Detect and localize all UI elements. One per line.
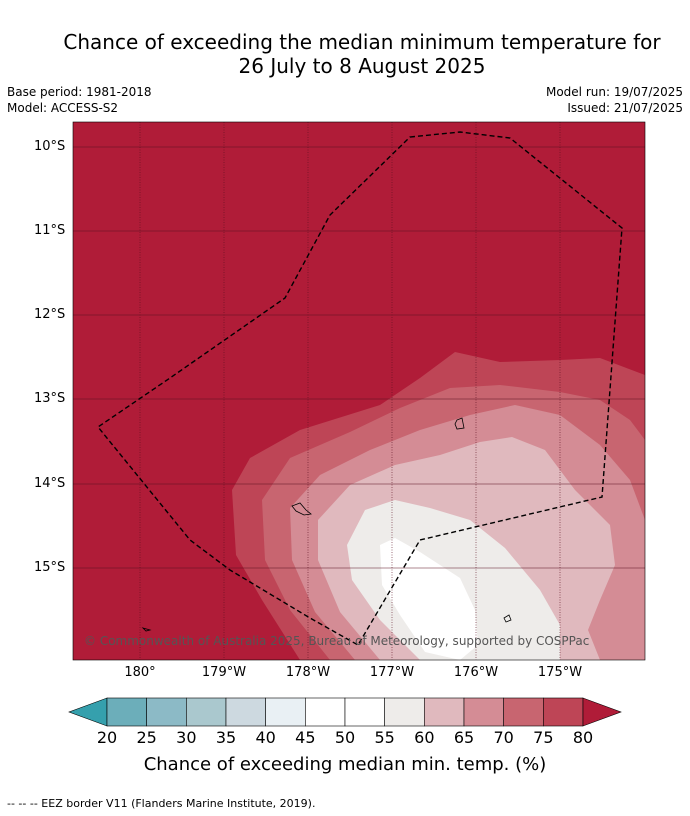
colorbar-bin-55-60 <box>384 697 425 727</box>
map-area <box>73 122 645 660</box>
lat-label-15: 15°S <box>34 560 66 575</box>
colorbar <box>68 697 622 727</box>
title-line-2: 26 July to 8 August 2025 <box>238 54 486 78</box>
colorbar-bin-60-65 <box>424 697 465 727</box>
meta-left: Base period: 1981-2018 Model: ACCESS-S2 <box>7 84 152 116</box>
island-atoll <box>291 502 312 516</box>
issued-date: Issued: 21/07/2025 <box>567 101 683 115</box>
colorbar-tick-75: 75 <box>533 728 554 747</box>
colorbar-bin-70-75 <box>503 697 544 727</box>
lat-label-11: 11°S <box>34 223 66 238</box>
colorbar-tick-80: 80 <box>572 728 594 747</box>
eez-footnote: -- -- -- EEZ border V11 (Flanders Marine… <box>7 797 316 810</box>
colorbar-tick-65: 65 <box>453 728 475 747</box>
title-line-1: Chance of exceeding the median minimum t… <box>63 30 661 54</box>
lat-label-10: 10°S <box>34 139 66 154</box>
graticule-lon <box>139 122 561 660</box>
island-funafuti <box>454 417 465 430</box>
colorbar-tick-30: 30 <box>176 728 197 747</box>
colorbar-tick-55: 55 <box>374 728 395 747</box>
colorbar-tick-35: 35 <box>215 728 237 747</box>
contour-50-55 <box>380 538 478 660</box>
colorbar-tick-40: 40 <box>255 728 276 747</box>
colorbar-tick-70: 70 <box>493 728 514 747</box>
colorbar-bin-45-50 <box>305 697 346 727</box>
colorbar-tick-50: 50 <box>334 728 356 747</box>
map-frame <box>72 121 646 661</box>
colorbar-tick-60: 60 <box>414 728 435 747</box>
model-run: Model run: 19/07/2025 <box>545 85 683 99</box>
lon-label-179w: 179°W <box>201 665 247 680</box>
lat-label-13: 13°S <box>34 391 66 406</box>
colorbar-bin-20-25 <box>106 697 147 727</box>
colorbar-bin-30-35 <box>186 697 227 727</box>
copyright-text: © Commonwealth of Australia 2025, Bureau… <box>84 634 590 648</box>
lon-label-177w: 177°W <box>369 665 415 680</box>
lon-label-176w: 176°W <box>453 665 499 680</box>
colorbar-tick-45: 45 <box>295 728 316 747</box>
colorbar-bin-35-40 <box>225 697 266 727</box>
island-small <box>503 614 512 623</box>
lon-label-175w: 175°W <box>537 665 583 680</box>
graticule <box>73 146 645 569</box>
model-name: Model: ACCESS-S2 <box>7 101 119 115</box>
colorbar-bin-50-55 <box>344 697 385 727</box>
colorbar-tick-20: 20 <box>96 728 118 747</box>
colorbar-extend-high <box>582 697 622 727</box>
colorbar-bin-25-30 <box>146 697 187 727</box>
lon-label-180: 180° <box>124 665 156 680</box>
island-west <box>141 627 152 632</box>
lon-label-178w: 178°W <box>285 665 331 680</box>
meta-right: Model run: 19/07/2025 Issued: 21/07/2025 <box>546 84 683 116</box>
colorbar-bin-40-45 <box>265 697 306 727</box>
colorbar-extend-low <box>68 697 108 727</box>
base-period: Base period: 1981-2018 <box>7 85 152 99</box>
lat-label-12: 12°S <box>34 307 66 322</box>
colorbar-tick-25: 25 <box>136 728 157 747</box>
colorbar-bin-65-70 <box>463 697 504 727</box>
colorbar-label: Chance of exceeding median min. temp. (%… <box>143 754 547 775</box>
eez-border <box>96 131 623 646</box>
lat-label-14: 14°S <box>34 476 66 491</box>
chart-title: Chance of exceeding the median minimum t… <box>0 30 690 78</box>
colorbar-bin-75-80 <box>543 697 584 727</box>
